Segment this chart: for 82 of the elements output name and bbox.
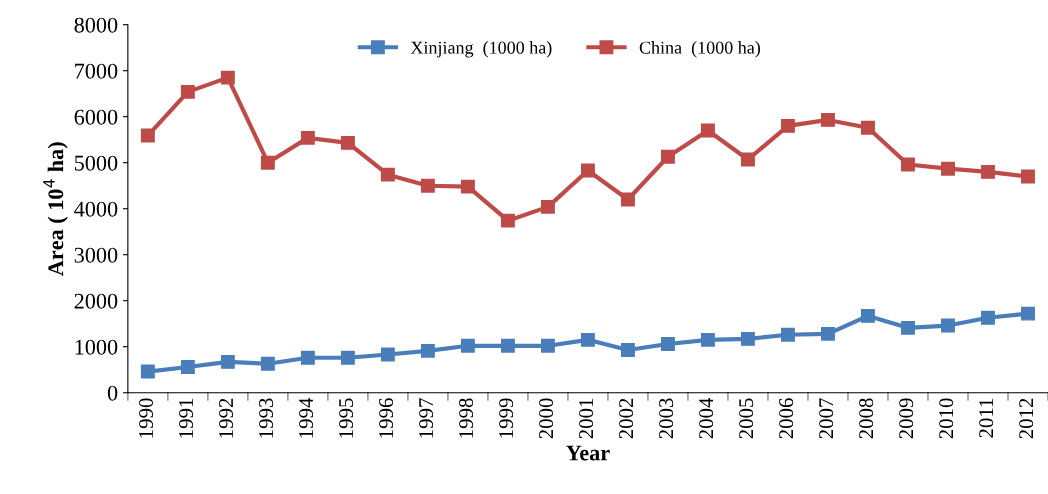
point (861, 308, 875, 323)
y-tick-label: 2000 (74, 293, 118, 309)
x-tick-label: 1998 (459, 398, 474, 438)
x-tick-label: 2012 (1019, 398, 1034, 439)
y-tick-label: 8000 (74, 17, 118, 33)
x-tick-label: 1997 (419, 398, 434, 438)
point (620, 192, 635, 207)
point (701, 332, 715, 347)
point (941, 318, 955, 333)
x-axis-title: Year (566, 445, 610, 461)
x-tick-label: 1995 (339, 398, 354, 438)
point (220, 70, 235, 85)
x-tick-label: 1994 (299, 397, 314, 438)
point (420, 178, 435, 193)
y-tick-label: 1000 (75, 339, 118, 355)
x-tick-label: 2000 (539, 398, 554, 439)
point (1021, 169, 1035, 184)
legend-label: China (1000 ha) (639, 41, 761, 58)
point (901, 320, 915, 335)
point (340, 350, 355, 365)
y-axis-title: Area ( 10$^{4}$ ha) (43, 142, 68, 276)
y-tick-label: 0 (107, 385, 118, 401)
point (620, 343, 635, 357)
point (861, 120, 875, 135)
point (180, 360, 195, 374)
point (701, 123, 715, 138)
point (260, 155, 275, 170)
x-tick-label: 2005 (739, 398, 754, 439)
point (821, 326, 835, 341)
point (140, 128, 155, 143)
x-tick-label: 2006 (779, 398, 794, 439)
point (821, 112, 835, 127)
x-tick-label: 2007 (819, 398, 834, 439)
point (540, 338, 555, 353)
point (260, 356, 275, 371)
x-tick-label: 1993 (259, 398, 274, 438)
point (340, 135, 355, 150)
x-tick-label: 1991 (179, 398, 194, 438)
point (500, 213, 515, 228)
x-tick-label: 2003 (659, 398, 674, 439)
point (420, 343, 435, 358)
x-tick-label: 2002 (619, 398, 634, 439)
point (140, 364, 155, 379)
x-tick-label: 2011 (979, 398, 994, 438)
point (220, 354, 235, 369)
point (660, 337, 675, 351)
x-tick-label: 1996 (379, 398, 394, 438)
point (460, 179, 475, 194)
point (901, 157, 915, 172)
y-tick-label: 5000 (74, 155, 118, 171)
point (941, 161, 955, 176)
x-tick-label: 2004 (699, 397, 714, 439)
y-tick-label: 4000 (74, 201, 118, 217)
point (300, 130, 315, 145)
point (380, 347, 395, 362)
x-tick-label: 2009 (899, 398, 914, 439)
point (660, 149, 675, 164)
point (781, 118, 795, 133)
x-tick-label: 1999 (499, 398, 514, 438)
point (981, 164, 995, 179)
point (500, 338, 515, 353)
point (380, 167, 395, 182)
x-tick-label: 2010 (939, 398, 954, 439)
y-tick-label: 3000 (74, 247, 118, 263)
y-tick-label: 6000 (74, 109, 118, 125)
point (741, 152, 755, 167)
y-tick-label: 7000 (75, 63, 118, 79)
x-tick-label: 1992 (219, 398, 234, 438)
point (741, 331, 755, 346)
point (1021, 306, 1035, 321)
point (580, 332, 595, 347)
x-tick-label: 2001 (579, 398, 594, 439)
legend-label: Xinjiang (1000 ha) (410, 41, 552, 58)
point (180, 84, 195, 99)
point (580, 163, 595, 178)
point (781, 327, 795, 342)
x-tick-label: 1990 (139, 398, 154, 438)
point (540, 199, 555, 214)
point (300, 350, 315, 365)
point (981, 310, 995, 325)
point (460, 338, 475, 353)
x-tick-label: 2008 (859, 398, 874, 439)
